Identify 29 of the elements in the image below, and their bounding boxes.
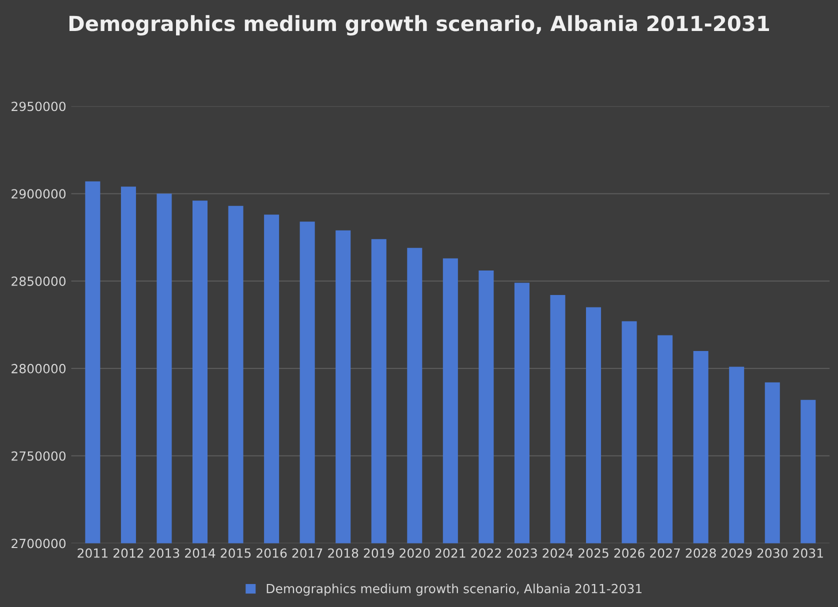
x-tick-label: 2028: [686, 548, 716, 558]
x-tick-label: 2022: [471, 548, 501, 558]
x-tick-label: 2013: [149, 548, 180, 558]
x-tick-label: 2011: [78, 548, 108, 558]
y-tick-label: 2750000: [12, 451, 66, 461]
chart-title: Demographics medium growth scenario, Albania 2011-2031: [69, 15, 769, 36]
x-tick-label: 2018: [328, 548, 358, 558]
x-tick-label: 2024: [542, 548, 573, 558]
x-tick-label: 2015: [220, 548, 251, 558]
x-tick-label: 2031: [793, 548, 823, 558]
y-tick-label: 2950000: [12, 102, 66, 112]
x-tick-label: 2030: [757, 548, 788, 558]
x-tick-label: 2029: [722, 548, 752, 558]
x-tick-label: 2023: [506, 548, 537, 558]
x-tick-label: 2012: [113, 548, 144, 558]
x-tick-label: 2014: [185, 548, 216, 558]
x-tick-label: 2016: [256, 548, 287, 558]
x-tick-label: 2021: [435, 548, 466, 558]
x-tick-label: 2025: [578, 548, 608, 558]
y-tick-label: 2800000: [12, 364, 66, 374]
x-tick-label: 2027: [650, 548, 680, 558]
x-tick-label: 2026: [614, 548, 644, 558]
legend-label: Demographics medium growth scenario, Albania 2011-2031: [266, 584, 642, 596]
y-tick-label: 2700000: [12, 538, 66, 548]
y-tick-label: 2850000: [12, 276, 66, 286]
x-tick-label: 2019: [364, 548, 394, 558]
x-tick-label: 2020: [400, 548, 430, 558]
y-tick-label: 2900000: [12, 189, 66, 199]
x-tick-label: 2017: [292, 548, 322, 558]
